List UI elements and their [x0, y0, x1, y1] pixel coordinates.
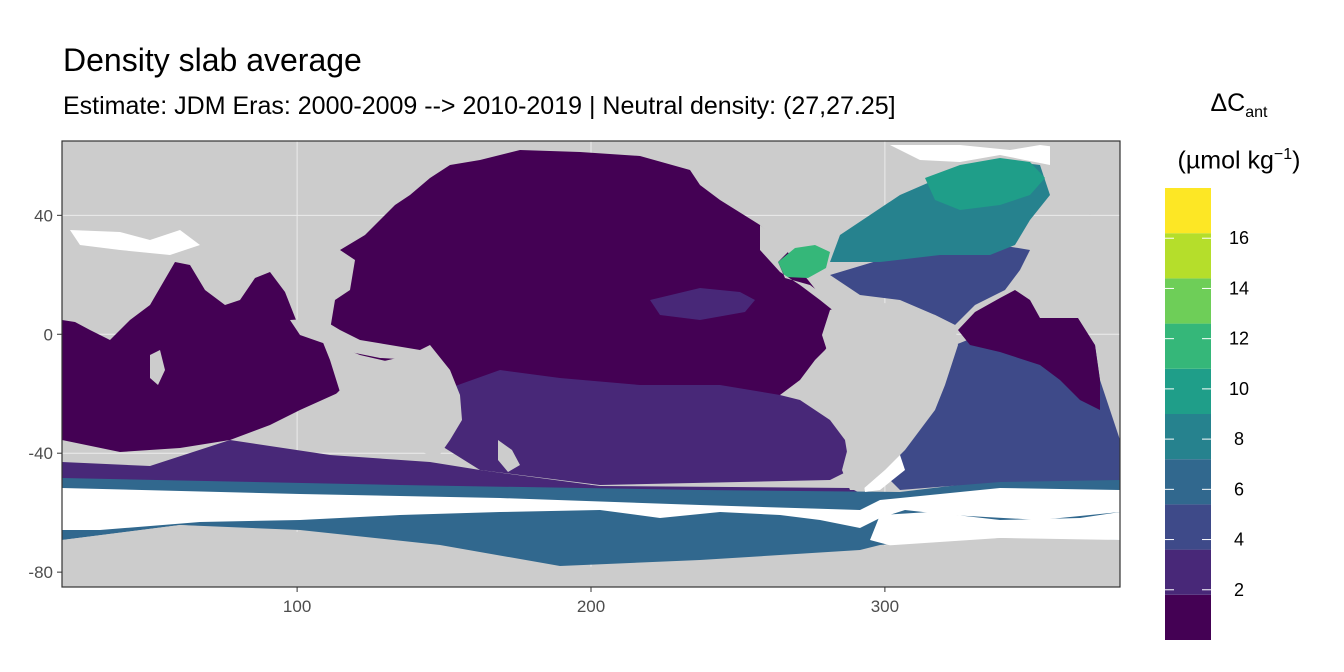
legend-symbol-main: ΔC	[1210, 89, 1246, 117]
no-data-asia-marginal	[70, 230, 200, 255]
legend-label: 16	[1229, 228, 1249, 248]
land-greenland	[1050, 145, 1120, 215]
legend-swatch-7	[1165, 278, 1211, 324]
no-data-weddell	[870, 512, 1120, 548]
region-gulf-of-mexico	[778, 245, 830, 278]
region-indian-ocean	[62, 262, 340, 452]
legend-swatch-9	[1165, 188, 1211, 234]
region-labrador-sea	[925, 158, 1045, 210]
x-tick-label: 300	[871, 597, 899, 616]
land-indonesia	[290, 318, 420, 360]
legend-unit-post: )	[1292, 146, 1301, 175]
legend-symbol: ΔCant	[1150, 82, 1328, 134]
legend-swatch-5	[1165, 368, 1211, 414]
region-tropical-atlantic	[958, 290, 1100, 410]
legend-unit-pre: (µmol kg	[1177, 146, 1274, 175]
legend-unit-sup: −1	[1273, 146, 1293, 163]
ocean-layer	[62, 145, 1120, 587]
land-antarctica	[62, 525, 1120, 587]
legend-swatch-1	[1165, 549, 1211, 595]
legend-label: 6	[1234, 479, 1244, 499]
x-tick-label: 200	[577, 597, 605, 616]
land-africa	[1032, 245, 1120, 330]
region-south-pacific	[430, 370, 850, 485]
legend-label: 14	[1229, 278, 1249, 298]
legend-swatch-8	[1165, 233, 1211, 279]
x-tick-label: 100	[283, 597, 311, 616]
legend-swatch-4	[1165, 414, 1211, 460]
legend-swatch-3	[1165, 459, 1211, 505]
no-data-antarctic-shelf	[62, 488, 1120, 530]
region-north-pacific	[330, 150, 840, 395]
legend-label: 2	[1234, 580, 1244, 600]
legend-label: 8	[1234, 429, 1244, 449]
legend-symbol-sub: ant	[1245, 104, 1268, 121]
land-south-america	[822, 300, 958, 490]
legend-swatch-6	[1165, 323, 1211, 369]
chart-title: Density slab average	[63, 42, 362, 78]
legend-label: 10	[1229, 379, 1249, 399]
y-tick-label: -40	[28, 444, 53, 463]
y-tick-label: 40	[34, 206, 53, 225]
y-tick-label: 0	[44, 325, 53, 344]
legend-swatch-2	[1165, 504, 1211, 550]
chart-subtitle: Estimate: JDM Eras: 2000-2009 --> 2010-2…	[63, 92, 896, 120]
region-equatorial-pacific	[650, 288, 755, 320]
legend-label: 4	[1234, 530, 1244, 550]
y-tick-label: -80	[28, 563, 53, 582]
land-central-america	[760, 225, 835, 312]
legend-label: 12	[1229, 329, 1249, 349]
legend-swatch-0	[1165, 594, 1211, 640]
legend-colorbar: 2 4 6 8 10 12 14 16	[1165, 188, 1249, 640]
legend-unit: (µmol kg−1)	[1150, 134, 1328, 181]
land-new-zealand	[498, 440, 520, 472]
land-australia	[335, 345, 462, 460]
legend-title: ΔCant (µmol kg−1)	[1150, 82, 1328, 181]
region-north-atlantic-lower	[830, 245, 1030, 325]
land-madagascar	[150, 350, 165, 385]
map-panel	[61, 140, 1121, 588]
